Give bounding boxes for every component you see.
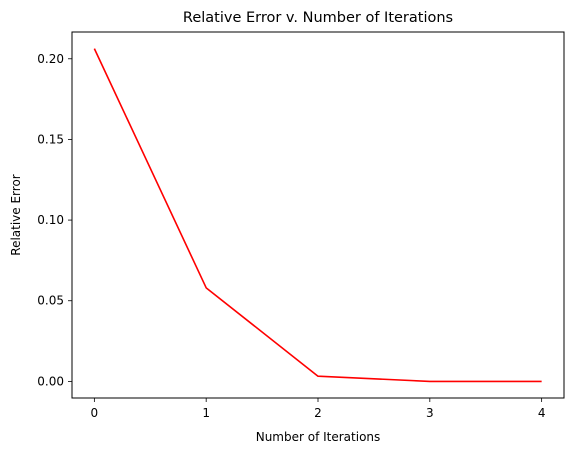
x-tick-label: 0 xyxy=(91,406,99,420)
y-axis-ticks: 0.00 0.05 0.10 0.15 0.20 xyxy=(37,52,72,388)
x-axis-label: Number of Iterations xyxy=(256,430,381,444)
x-axis-ticks: 0 1 2 3 4 xyxy=(91,398,546,420)
x-tick-label: 1 xyxy=(202,406,210,420)
x-tick-label: 2 xyxy=(314,406,322,420)
y-tick-label: 0.05 xyxy=(37,294,64,308)
series-line xyxy=(93,48,542,383)
y-axis-label: Relative Error xyxy=(9,174,23,256)
plot-frame xyxy=(71,31,565,399)
y-tick-label: 0.00 xyxy=(37,374,64,388)
plot-area: 0 1 2 3 4 0.00 0.05 0.10 0.15 0.20 xyxy=(37,31,565,420)
y-tick-label: 0.15 xyxy=(37,132,64,146)
y-tick-label: 0.20 xyxy=(37,52,64,66)
x-tick-label: 4 xyxy=(538,406,546,420)
chart-title: Relative Error v. Number of Iterations xyxy=(183,10,453,26)
y-tick-label: 0.10 xyxy=(37,213,64,227)
series-layer xyxy=(93,48,542,383)
x-tick-label: 3 xyxy=(426,406,434,420)
